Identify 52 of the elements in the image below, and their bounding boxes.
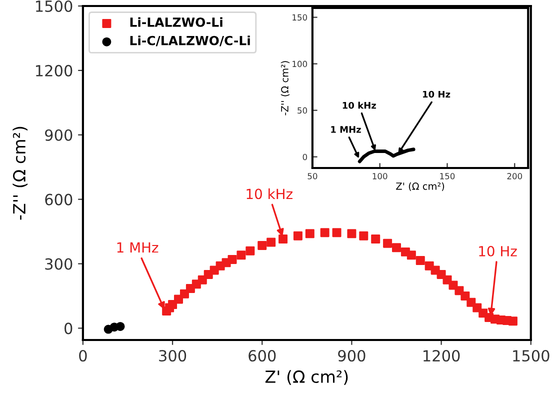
point (228, 254, 237, 264)
legend-label: Li-LALZWO-Li (130, 17, 222, 27)
x-tick-label: 1500 (513, 350, 550, 362)
point (371, 234, 380, 244)
y-tick-label: 150 (292, 14, 308, 21)
x-tick-label: 100 (372, 173, 388, 180)
point (460, 291, 470, 300)
annotation: 10 kHz (342, 102, 376, 109)
x-axis-title: Z' (Ω cm²) (265, 370, 348, 385)
annotation: 1 MHz (331, 126, 361, 133)
y-tick-label: 1200 (36, 64, 72, 76)
y-tick-label: 1500 (36, 0, 72, 12)
annotation: 10 kHz (246, 188, 292, 200)
y-tick-label: 600 (45, 194, 72, 206)
point (236, 250, 246, 260)
y-tick-label: 0 (302, 154, 308, 160)
y-tick-label: 50 (298, 107, 308, 114)
point (266, 238, 276, 247)
legend-label: Li-C/LALZWO/C-Li (130, 36, 250, 46)
point (508, 316, 518, 326)
x-tick-label: 150 (440, 173, 455, 180)
y-tick-label: 0 (64, 322, 72, 334)
x-tick-label: 300 (159, 350, 186, 362)
point (258, 240, 267, 250)
point (320, 228, 330, 238)
point (278, 234, 288, 244)
point (293, 231, 302, 240)
y-axis-title: -Z'' (Ω cm²) (12, 126, 28, 220)
point (416, 256, 425, 266)
x-axis-title: Z' (Ω cm²) (396, 182, 444, 191)
point (332, 228, 342, 238)
y-axis-title: -Z'' (Ω cm²) (280, 61, 290, 116)
x-tick-label: 900 (338, 350, 366, 362)
point (246, 246, 255, 256)
annotation: 1 MHz (117, 242, 158, 253)
y-tick-label: 900 (45, 129, 72, 141)
point (383, 238, 392, 248)
point (406, 250, 416, 260)
x-tick-label: 600 (248, 350, 276, 362)
point (347, 229, 356, 238)
annotation: 10 Hz (479, 246, 517, 256)
y-tick-label: 100 (292, 60, 308, 68)
point (392, 243, 401, 252)
x-tick-label: 0 (79, 350, 87, 362)
annotation: 10 Hz (423, 90, 450, 98)
x-tick-label: 200 (507, 173, 522, 180)
point (359, 231, 368, 240)
line-series (358, 148, 416, 164)
y-tick-label: 300 (45, 258, 72, 270)
x-tick-label: 1200 (424, 350, 460, 362)
x-tick-label: 50 (308, 173, 318, 180)
point (305, 229, 314, 238)
